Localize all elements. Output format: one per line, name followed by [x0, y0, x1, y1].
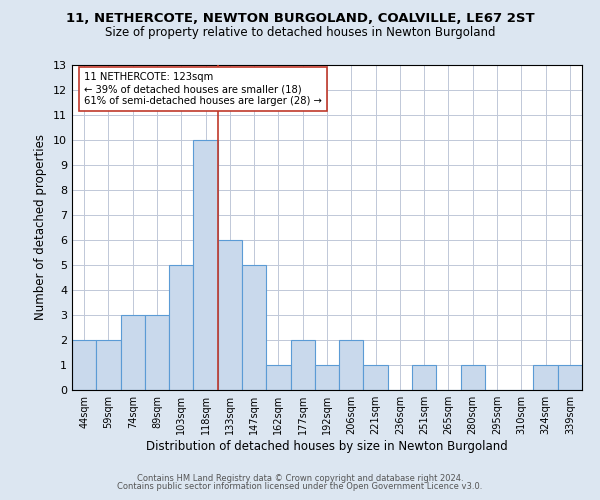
- X-axis label: Distribution of detached houses by size in Newton Burgoland: Distribution of detached houses by size …: [146, 440, 508, 453]
- Text: 11 NETHERCOTE: 123sqm
← 39% of detached houses are smaller (18)
61% of semi-deta: 11 NETHERCOTE: 123sqm ← 39% of detached …: [85, 72, 322, 106]
- Text: Contains public sector information licensed under the Open Government Licence v3: Contains public sector information licen…: [118, 482, 482, 491]
- Text: 11, NETHERCOTE, NEWTON BURGOLAND, COALVILLE, LE67 2ST: 11, NETHERCOTE, NEWTON BURGOLAND, COALVI…: [65, 12, 535, 26]
- Y-axis label: Number of detached properties: Number of detached properties: [34, 134, 47, 320]
- Bar: [218, 240, 242, 390]
- Bar: [533, 365, 558, 390]
- Bar: [315, 365, 339, 390]
- Bar: [72, 340, 96, 390]
- Bar: [145, 315, 169, 390]
- Bar: [364, 365, 388, 390]
- Bar: [412, 365, 436, 390]
- Bar: [290, 340, 315, 390]
- Bar: [461, 365, 485, 390]
- Text: Size of property relative to detached houses in Newton Burgoland: Size of property relative to detached ho…: [105, 26, 495, 39]
- Bar: [339, 340, 364, 390]
- Bar: [96, 340, 121, 390]
- Bar: [121, 315, 145, 390]
- Bar: [242, 265, 266, 390]
- Bar: [266, 365, 290, 390]
- Bar: [558, 365, 582, 390]
- Bar: [193, 140, 218, 390]
- Bar: [169, 265, 193, 390]
- Text: Contains HM Land Registry data © Crown copyright and database right 2024.: Contains HM Land Registry data © Crown c…: [137, 474, 463, 483]
